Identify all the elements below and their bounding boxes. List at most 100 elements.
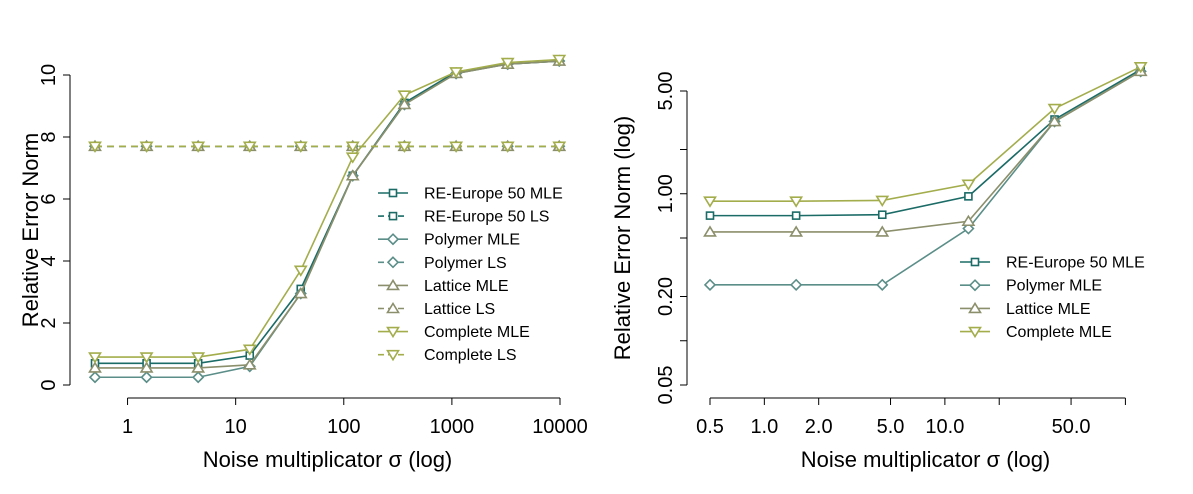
data-point <box>293 265 308 277</box>
data-point <box>875 225 890 237</box>
series-re-europe-50-mle <box>705 65 1145 220</box>
legend-label: Complete MLE <box>1006 324 1112 341</box>
series-line <box>710 70 1142 233</box>
data-point <box>397 141 412 153</box>
legend-label: Polymer MLE <box>1006 278 1102 295</box>
legend-label: Polymer MLE <box>424 232 520 249</box>
x-tick-label: 0.5 <box>696 416 724 438</box>
series-line <box>710 66 1142 202</box>
series-complete-mle <box>703 62 1148 208</box>
y-tick-label: 2 <box>38 317 60 328</box>
data-point <box>140 371 153 384</box>
series-line <box>710 70 1142 286</box>
data-point <box>703 278 717 291</box>
y-tick-label: 1.00 <box>655 174 677 213</box>
legend-label: RE-Europe 50 MLE <box>424 186 563 203</box>
data-point <box>877 210 887 220</box>
y-axis-label: Relative Error Norm <box>18 133 43 327</box>
data-point <box>1047 103 1062 116</box>
data-point <box>500 57 515 70</box>
data-point <box>449 141 464 153</box>
x-tick-label: 50.0 <box>1052 416 1091 438</box>
data-point <box>139 141 154 153</box>
legend-marker <box>968 279 982 292</box>
data-point <box>242 141 257 153</box>
legend-label: Polymer LS <box>424 255 507 272</box>
data-point <box>88 352 102 364</box>
data-point <box>875 195 890 208</box>
legend-marker <box>968 326 982 339</box>
x-axis-label: Noise multiplicator σ (log) <box>801 447 1051 472</box>
series-lattice-mle <box>703 64 1148 237</box>
series-complete-mle <box>88 54 567 364</box>
legend-marker <box>388 188 398 198</box>
legend-label: Complete MLE <box>424 324 530 341</box>
x-tick-label: 2.0 <box>805 416 833 438</box>
data-point <box>397 97 412 110</box>
data-point <box>293 287 308 299</box>
series-complete-ls <box>88 141 567 153</box>
data-point <box>552 54 567 67</box>
y-axis-label: Relative Error Norm (log) <box>610 116 635 361</box>
y-tick-label: 8 <box>38 131 60 142</box>
data-point <box>705 211 715 220</box>
legend-marker <box>386 326 400 339</box>
legend: RE-Europe 50 MLE Polymer MLE Lattice MLE Co… <box>960 255 1145 341</box>
data-point <box>242 344 257 356</box>
data-point <box>1133 62 1148 74</box>
legend-marker <box>970 257 980 267</box>
y-tick-label: 10 <box>38 64 60 86</box>
y-tick-label: 4 <box>38 255 60 266</box>
y-tick-label: 6 <box>38 193 60 204</box>
legend-label: RE-Europe 50 LS <box>424 209 549 226</box>
x-tick-label: 10 <box>225 416 247 438</box>
data-point <box>88 361 102 373</box>
data-point <box>703 196 717 208</box>
data-point <box>789 225 804 237</box>
y-tick-label: 0.05 <box>655 366 677 405</box>
data-point <box>961 179 976 191</box>
legend-marker <box>386 233 400 246</box>
x-axis-label: Noise multiplicator σ (log) <box>203 447 453 472</box>
x-tick-label: 1000 <box>430 416 475 438</box>
y-tick-label: 0 <box>38 379 60 390</box>
legend-marker <box>968 301 982 314</box>
data-point <box>242 358 257 370</box>
data-point <box>345 141 360 153</box>
legend-label: Complete LS <box>424 347 517 364</box>
data-point <box>191 352 206 364</box>
data-point <box>789 196 804 208</box>
legend-label: RE-Europe 50 MLE <box>1006 255 1145 272</box>
y-tick-label: 5.00 <box>655 72 677 111</box>
legend-label: Lattice MLE <box>424 278 508 295</box>
data-point <box>345 169 360 181</box>
data-point <box>139 352 154 364</box>
series-line <box>710 68 1142 217</box>
legend-label: Lattice LS <box>424 301 495 318</box>
data-point <box>449 67 464 79</box>
legend-marker <box>388 211 398 221</box>
legend-marker <box>386 278 400 291</box>
data-point <box>791 211 801 220</box>
legend: RE-Europe 50 MLE RE-Europe 50 LS Polymer M… <box>378 186 563 364</box>
x-tick-label: 10000 <box>532 416 588 438</box>
data-point <box>500 141 515 153</box>
legend-marker <box>386 256 400 269</box>
panel-1: 1 10 100 1000 10000 0 2 4 6 8 10 Noise multiplicato… <box>18 54 588 472</box>
x-tick-label: 10.0 <box>925 416 964 438</box>
data-point <box>876 278 889 291</box>
data-point <box>552 141 567 153</box>
series-line <box>95 58 560 358</box>
data-point <box>139 361 154 373</box>
data-point <box>790 278 803 291</box>
series-line <box>95 60 560 369</box>
legend-marker <box>386 301 400 314</box>
data-point <box>191 361 206 373</box>
data-point <box>293 141 308 153</box>
data-point <box>961 214 976 227</box>
legend-label: Lattice MLE <box>1006 301 1090 318</box>
x-tick-label: 1.0 <box>750 416 778 438</box>
data-point <box>192 371 205 384</box>
data-point <box>345 152 360 164</box>
